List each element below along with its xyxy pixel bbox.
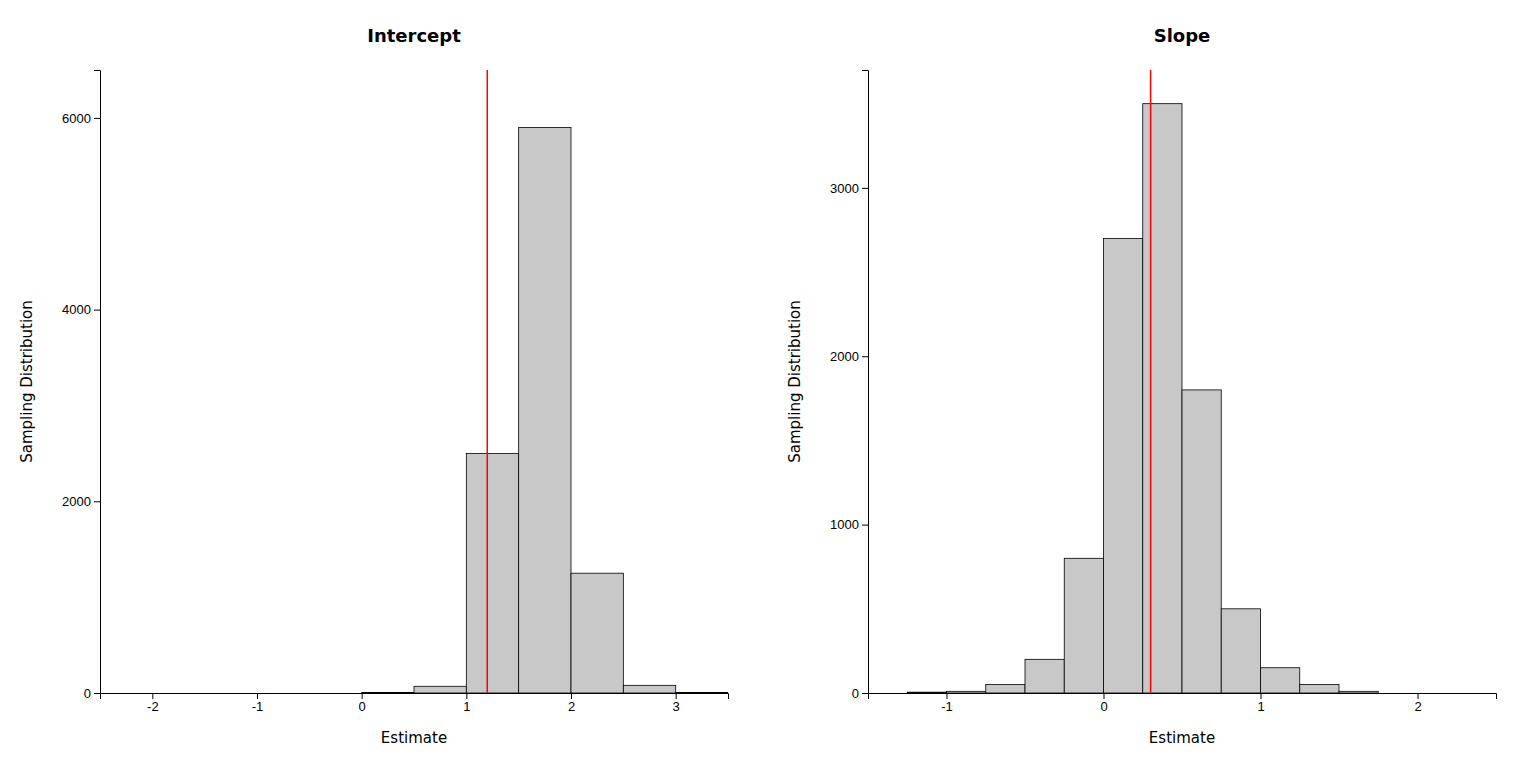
x-tick: 1 <box>1257 693 1264 714</box>
x-tick-mark <box>362 693 363 699</box>
y-tick-mark <box>94 118 100 119</box>
histogram-bar <box>947 691 986 693</box>
y-axis-line <box>94 71 101 694</box>
x-axis: -1 0 1 2 <box>869 693 1497 714</box>
y-tick-label: 6000 <box>62 111 91 126</box>
histogram-bar <box>1261 668 1300 693</box>
x-tick-mark <box>947 693 948 699</box>
y-tick-label: 0 <box>84 686 91 701</box>
y-axis-title: Sampling Distribution <box>786 300 804 463</box>
x-tick-mark <box>1261 693 1262 699</box>
y-tick: 6000 <box>62 111 100 126</box>
x-tick: -1 <box>941 693 953 714</box>
y-tick-mark <box>862 356 868 357</box>
true-value-line <box>1150 70 1152 693</box>
histogram-bar <box>205 693 257 694</box>
x-tick-label: -1 <box>252 699 264 714</box>
histogram-bar <box>100 693 152 694</box>
panel-title: Intercept <box>367 25 461 46</box>
x-axis-line <box>101 694 729 700</box>
x-tick-label: 3 <box>673 699 680 714</box>
y-tick: 4000 <box>62 302 100 317</box>
x-tick-label: 1 <box>463 699 470 714</box>
x-tick-mark <box>676 693 677 699</box>
x-axis-title: Estimate <box>381 729 447 747</box>
x-tick: 0 <box>1100 693 1107 714</box>
y-tick-label: 0 <box>852 686 859 701</box>
x-axis: -2 -1 0 1 2 3 <box>101 693 729 714</box>
panel-title: Slope <box>1154 25 1211 46</box>
x-tick-label: 2 <box>568 699 575 714</box>
x-tick: 2 <box>1414 693 1421 714</box>
panel: -2 -1 0 1 2 3 0 2000 4000 6000 Intercept Estimate Sa… <box>18 25 729 747</box>
x-tick-label: 0 <box>359 699 366 714</box>
x-tick-label: 2 <box>1414 699 1421 714</box>
y-tick-mark <box>862 188 868 189</box>
x-tick-label: 0 <box>1100 699 1107 714</box>
y-tick-mark <box>94 310 100 311</box>
y-tick-mark <box>94 501 100 502</box>
y-tick-mark <box>94 693 100 694</box>
histogram-bar <box>414 686 466 693</box>
plot-area <box>907 70 1378 693</box>
y-axis: 0 1000 2000 3000 <box>830 71 868 701</box>
y-tick: 0 <box>84 686 100 701</box>
y-tick: 3000 <box>830 181 868 196</box>
x-axis-title: Estimate <box>1149 729 1215 747</box>
y-tick-label: 4000 <box>62 302 91 317</box>
y-tick-label: 2000 <box>62 494 91 509</box>
x-tick: 3 <box>673 693 680 714</box>
histogram-bar <box>1064 558 1103 693</box>
x-tick-mark <box>1104 693 1105 699</box>
histogram-bar <box>1339 691 1378 693</box>
x-tick-label: 1 <box>1257 699 1264 714</box>
y-tick-label: 1000 <box>830 517 859 532</box>
plot-area <box>362 70 728 693</box>
x-tick-mark <box>1418 693 1419 699</box>
x-tick-label: -1 <box>941 699 953 714</box>
y-axis-line <box>862 71 869 694</box>
histogram-bar <box>257 693 309 694</box>
histogram-bar <box>1143 104 1182 693</box>
histogram-bar <box>623 685 675 693</box>
histogram-bar <box>571 573 623 693</box>
x-tick: 0 <box>359 693 366 714</box>
y-tick: 2000 <box>62 494 100 509</box>
x-tick-label: -2 <box>147 699 159 714</box>
histogram-bar <box>986 685 1025 693</box>
y-tick: 1000 <box>830 517 868 532</box>
chart-canvas: -2 -1 0 1 2 3 0 2000 4000 6000 Intercept Estimate Sa… <box>0 0 1536 768</box>
true-value-line <box>487 70 489 693</box>
histogram-bar <box>1025 659 1064 693</box>
x-tick-mark <box>152 693 153 699</box>
histogram-bar <box>309 693 361 694</box>
y-tick-label: 3000 <box>830 181 859 196</box>
histogram-bar <box>1182 390 1221 693</box>
y-axis: 0 2000 4000 6000 <box>62 71 100 701</box>
histogram-bar <box>152 693 204 694</box>
y-tick-label: 2000 <box>830 349 859 364</box>
histogram-bar <box>1104 238 1143 693</box>
histogram-bar <box>362 692 414 693</box>
y-tick-mark <box>862 525 868 526</box>
x-tick-mark <box>466 693 467 699</box>
histogram-bar <box>466 453 518 693</box>
y-tick-mark <box>862 693 868 694</box>
x-tick-mark <box>257 693 258 699</box>
y-axis-title: Sampling Distribution <box>18 300 36 463</box>
y-tick: 2000 <box>830 349 868 364</box>
x-tick: -1 <box>252 693 264 714</box>
x-tick: 2 <box>568 693 575 714</box>
histogram-bar <box>676 692 728 693</box>
x-tick: -2 <box>147 693 159 714</box>
y-tick: 0 <box>852 686 868 701</box>
histogram-bar <box>1300 685 1339 693</box>
x-axis-line <box>869 694 1497 700</box>
panel: -1 0 1 2 0 1000 2000 3000 Slope Estimate Sampling … <box>786 25 1497 747</box>
histogram-bar <box>1221 609 1260 693</box>
x-tick: 1 <box>463 693 470 714</box>
histogram-bar <box>907 692 946 693</box>
x-tick-mark <box>571 693 572 699</box>
histogram-bar <box>519 128 571 693</box>
